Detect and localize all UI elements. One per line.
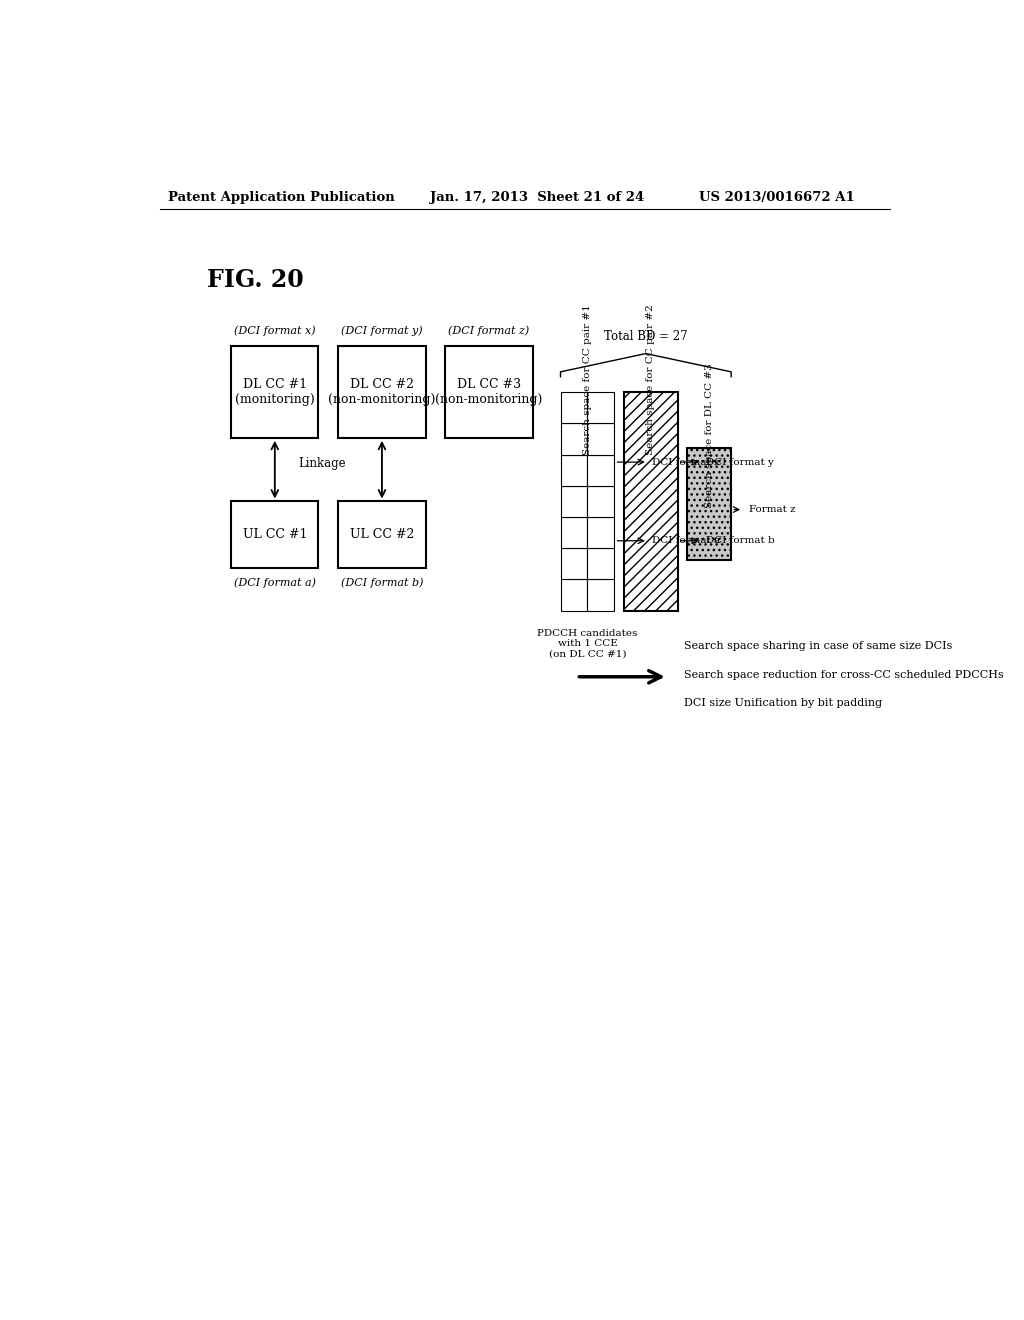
Bar: [560, 517, 588, 548]
Text: Linkage: Linkage: [299, 457, 346, 470]
Bar: [560, 548, 588, 579]
Text: Search space for CC pair #1: Search space for CC pair #1: [583, 305, 592, 455]
Text: DL CC #3
(non-monitoring): DL CC #3 (non-monitoring): [435, 378, 543, 407]
Bar: [588, 579, 614, 611]
Text: FIG. 20: FIG. 20: [207, 268, 304, 292]
Bar: [338, 346, 426, 438]
Bar: [231, 346, 318, 438]
Text: UL CC #2: UL CC #2: [350, 528, 414, 541]
Text: DCI format x: DCI format x: [652, 458, 720, 466]
Bar: [560, 392, 588, 424]
Bar: [338, 502, 426, 568]
Text: Search space reduction for cross-CC scheduled PDCCHs: Search space reduction for cross-CC sche…: [684, 669, 1004, 680]
Bar: [560, 454, 588, 486]
Text: Format z: Format z: [750, 506, 796, 513]
Bar: [231, 502, 318, 568]
Text: (DCI format z): (DCI format z): [449, 326, 529, 337]
Text: (DCI format a): (DCI format a): [233, 578, 315, 589]
Text: DL CC #1
(monitoring): DL CC #1 (monitoring): [234, 378, 314, 407]
Bar: [588, 392, 614, 424]
Bar: [588, 548, 614, 579]
Bar: [560, 486, 588, 517]
Text: Total BD = 27: Total BD = 27: [604, 330, 688, 343]
Text: DL CC #2
(non-monitoring): DL CC #2 (non-monitoring): [329, 378, 435, 407]
Text: US 2013/0016672 A1: US 2013/0016672 A1: [699, 190, 855, 203]
Bar: [588, 454, 614, 486]
Text: Search space for DL CC #3: Search space for DL CC #3: [705, 363, 714, 508]
Bar: [445, 346, 532, 438]
Text: Search space for CC pair #2: Search space for CC pair #2: [646, 305, 655, 455]
Text: (DCI format x): (DCI format x): [234, 326, 315, 337]
Bar: [588, 424, 614, 454]
Text: DCI format a: DCI format a: [652, 536, 720, 545]
Text: (DCI format b): (DCI format b): [341, 578, 423, 589]
Bar: [560, 424, 588, 454]
Bar: [588, 486, 614, 517]
Bar: [687, 447, 731, 560]
Text: Jan. 17, 2013  Sheet 21 of 24: Jan. 17, 2013 Sheet 21 of 24: [430, 190, 644, 203]
Bar: [560, 579, 588, 611]
Bar: [588, 517, 614, 548]
Text: DCI size Unification by bit padding: DCI size Unification by bit padding: [684, 698, 882, 709]
Text: DCI format b: DCI format b: [706, 536, 774, 545]
Text: Search space sharing in case of same size DCIs: Search space sharing in case of same siz…: [684, 642, 952, 651]
Text: DCI format y: DCI format y: [706, 458, 773, 466]
Text: PDCCH candidates
with 1 CCE
(on DL CC #1): PDCCH candidates with 1 CCE (on DL CC #1…: [538, 630, 638, 659]
Bar: [624, 392, 678, 611]
Text: UL CC #1: UL CC #1: [243, 528, 307, 541]
Text: (DCI format y): (DCI format y): [341, 326, 423, 337]
Text: Patent Application Publication: Patent Application Publication: [168, 190, 394, 203]
